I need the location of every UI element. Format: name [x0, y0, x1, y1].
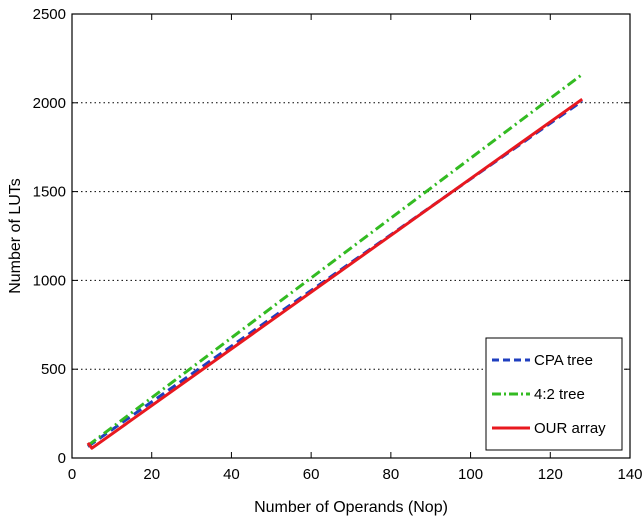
legend: CPA tree 4:2 tree OUR array — [485, 337, 623, 451]
y-axis-label: Number of LUTs — [7, 178, 24, 294]
y-tick-label: 500 — [41, 361, 66, 378]
series-line-2 — [86, 73, 584, 447]
x-tick-label: 40 — [223, 466, 240, 483]
legend-label: 4:2 tree — [534, 386, 585, 403]
y-tick-label: 2500 — [33, 6, 66, 23]
x-tick-label: 0 — [68, 466, 76, 483]
y-tick-label: 1000 — [33, 272, 66, 289]
legend-label: OUR array — [534, 420, 606, 437]
legend-label: CPA tree — [534, 352, 593, 369]
x-tick-label: 20 — [143, 466, 160, 483]
legend-box — [485, 337, 623, 451]
x-tick-label: 60 — [303, 466, 320, 483]
axis-ticks: 0 20 40 60 80 100 120 140 0 500 1000 1500 2000 2500 — [33, 6, 643, 483]
x-tick-label: 120 — [538, 466, 563, 483]
x-tick-label: 140 — [617, 466, 642, 483]
y-tick-label: 2000 — [33, 95, 66, 112]
series-layer — [86, 73, 584, 450]
y-tick-label: 1500 — [33, 184, 66, 201]
x-tick-label: 80 — [383, 466, 400, 483]
x-tick-label: 100 — [458, 466, 483, 483]
x-axis-label: Number of Operands (Nop) — [254, 499, 448, 516]
series-line-3 — [86, 97, 584, 450]
y-tick-label: 0 — [58, 450, 66, 467]
